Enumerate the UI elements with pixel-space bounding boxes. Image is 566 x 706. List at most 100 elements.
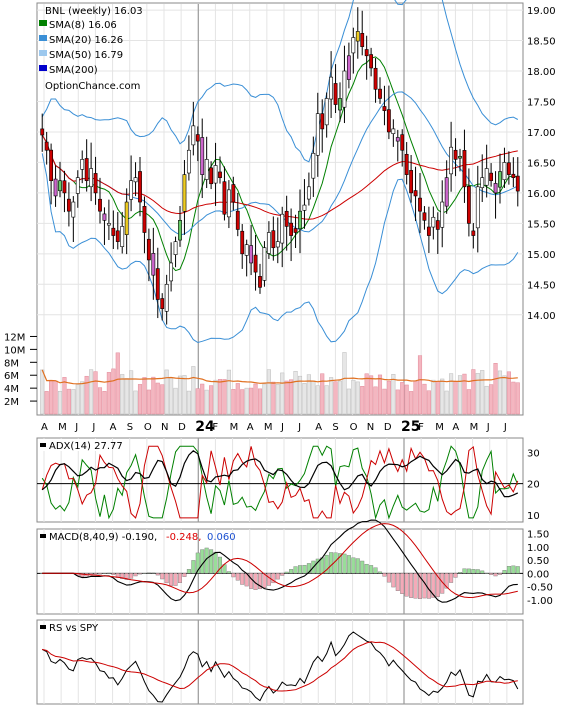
volume-bar: [97, 387, 103, 415]
macd-histogram-bar: [351, 557, 356, 574]
macd-hist-value: 0.060: [207, 532, 236, 543]
candle-body: [178, 220, 182, 241]
legend: BNL (weekly) 16.03 SMA(8) 16.06 SMA(20) …: [39, 6, 143, 92]
candle-body: [422, 212, 427, 221]
month-label: A: [247, 422, 254, 433]
macd-histogram-bar: [80, 573, 85, 578]
adx-title: ADX(14) 27.77: [49, 441, 123, 452]
volume-bar: [462, 373, 467, 415]
macd-histogram-bar: [124, 573, 129, 580]
volume-bar: [369, 375, 374, 415]
volume-bar: [200, 383, 205, 415]
macd-histogram-bar: [102, 573, 107, 574]
rs-panel: [36, 619, 524, 705]
candle-body: [129, 180, 134, 200]
candle-body: [311, 152, 316, 179]
volume-bar: [417, 355, 423, 415]
volume-bar: [49, 380, 54, 415]
candle-body: [280, 213, 285, 244]
candle-body: [244, 244, 249, 256]
macd-histogram-bar: [93, 573, 98, 575]
volume-bar: [115, 352, 120, 415]
volume-bar: [444, 390, 449, 415]
volume-bar: [497, 370, 503, 415]
volume-bar: [515, 382, 520, 415]
macd-histogram-bar: [240, 573, 245, 585]
macd-histogram-bar: [289, 569, 294, 574]
volume-bar: [177, 375, 183, 415]
macd-histogram-bar: [146, 572, 151, 574]
candle-body: [342, 70, 347, 108]
year-label: 24: [195, 419, 215, 435]
volume-bar: [302, 383, 307, 415]
macd-histogram-bar: [511, 565, 516, 574]
macd-histogram-bar: [475, 569, 480, 574]
volume-bar: [342, 352, 347, 415]
macd-histogram-bar: [338, 553, 343, 574]
macd-histogram-bar: [400, 573, 405, 594]
month-label: M: [230, 422, 239, 433]
volume-bar: [409, 391, 414, 415]
bollinger-lower: [41, 153, 519, 344]
macd-line: [42, 519, 518, 603]
macd-histogram-bar: [458, 572, 463, 574]
macd-histogram-bar: [249, 573, 254, 589]
candle-body: [298, 210, 302, 230]
volume-bar: [329, 377, 334, 415]
candle-body: [471, 230, 476, 236]
month-label: A: [41, 422, 48, 433]
macd-histogram-bar: [431, 573, 436, 598]
candle-body: [71, 201, 76, 218]
macd-tick-label: 1.50: [527, 530, 549, 541]
macd-histogram-bar: [426, 573, 431, 599]
macd-histogram-bar: [306, 563, 311, 574]
volume-bar: [289, 379, 294, 415]
volume-bar: [195, 388, 200, 415]
candle-body: [382, 106, 387, 111]
macd-histogram-bar: [471, 569, 476, 574]
macd-histogram-bar: [231, 573, 236, 578]
volume-bar: [457, 375, 463, 415]
macd-histogram-bar: [129, 573, 134, 579]
volume-average-line: [41, 369, 518, 385]
macd-tick-label: -1.00: [527, 596, 553, 607]
volume-bar: [262, 383, 267, 415]
legend-sma20: SMA(20) 16.26: [49, 35, 123, 46]
volume-bar: [311, 380, 316, 415]
candle-body: [484, 168, 489, 186]
volume-bar: [40, 369, 45, 415]
volume-bar: [284, 380, 289, 415]
volume-bar: [209, 385, 214, 415]
volume-bar: [337, 380, 343, 415]
volume-bar: [377, 374, 383, 415]
price-tick-label: 18.50: [527, 37, 556, 48]
candle-body: [173, 241, 178, 255]
adx-tick-label: 20: [527, 480, 540, 491]
candle-body: [213, 165, 218, 184]
candle-body: [315, 113, 320, 156]
macd-histogram-bar: [133, 573, 138, 577]
axis-labels: 19.00 18.50 18.00 17.50 17.00 16.50 16.00 15.50…: [4, 6, 556, 607]
month-label: J: [297, 422, 301, 433]
macd-histogram-bar: [200, 549, 205, 574]
candle-body: [146, 238, 151, 261]
month-label: A: [110, 422, 117, 433]
month-label: M: [58, 422, 67, 433]
candle-body: [209, 167, 214, 185]
volume-bar: [449, 373, 454, 415]
macd-histogram-bar: [182, 573, 187, 577]
candle-body: [235, 210, 240, 230]
candle-body: [418, 197, 422, 212]
volume-bar: [271, 381, 276, 415]
volume-bar: [84, 375, 89, 415]
month-label: O: [350, 422, 358, 433]
volume-bar: [244, 387, 249, 415]
candle-body: [502, 162, 507, 181]
macd-histogram-bar: [355, 558, 360, 574]
month-label: J: [91, 422, 95, 433]
candle-body: [466, 186, 471, 224]
month-label: F: [418, 422, 424, 433]
candle-body: [302, 204, 307, 211]
candle-body: [453, 149, 458, 160]
volume-bar: [186, 390, 191, 415]
